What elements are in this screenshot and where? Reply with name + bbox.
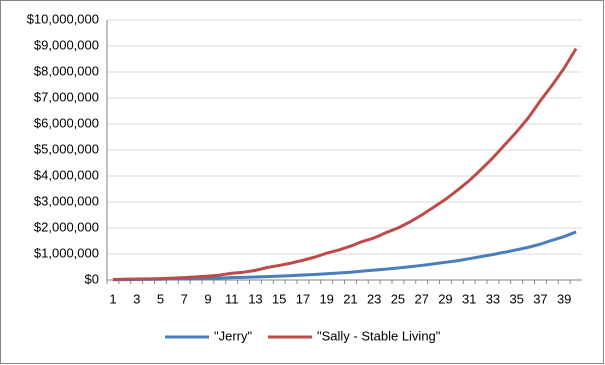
x-tick-label: 1 (109, 291, 116, 306)
x-tick-label: 33 (486, 291, 500, 306)
y-tick-label: $1,000,000 (34, 245, 99, 260)
x-tick-label: 15 (272, 291, 286, 306)
x-tick-label: 25 (391, 291, 405, 306)
y-tick-label: $0 (85, 271, 99, 286)
legend-label: "Sally - Stable Living" (317, 328, 441, 343)
y-tick-label: $10,000,000 (27, 11, 99, 26)
series-line (112, 47, 578, 281)
x-tick-label: 39 (557, 291, 571, 306)
x-tick-label: 13 (248, 291, 262, 306)
x-tick-label: 21 (343, 291, 357, 306)
x-tick-label: 37 (533, 291, 547, 306)
x-tick-label: 5 (157, 291, 164, 306)
y-tick-label: $8,000,000 (34, 63, 99, 78)
x-tick-label: 27 (414, 291, 428, 306)
x-tick-label: 9 (204, 291, 211, 306)
x-tick-label: 3 (133, 291, 140, 306)
x-tick-label: 31 (462, 291, 476, 306)
y-tick-label: $2,000,000 (34, 219, 99, 234)
x-tick-label: 17 (296, 291, 310, 306)
y-tick-label: $9,000,000 (34, 37, 99, 52)
x-tick-label: 7 (181, 291, 188, 306)
x-tick-label: 23 (367, 291, 381, 306)
y-tick-label: $5,000,000 (34, 141, 99, 156)
y-tick-label: $7,000,000 (34, 89, 99, 104)
legend-label: "Jerry" (214, 328, 253, 343)
y-tick-label: $4,000,000 (34, 167, 99, 182)
y-tick-label: $3,000,000 (34, 193, 99, 208)
y-tick-label: $6,000,000 (34, 115, 99, 130)
x-tick-label: 35 (509, 291, 523, 306)
x-tick-label: 29 (438, 291, 452, 306)
x-tick-label: 11 (225, 291, 239, 306)
x-tick-label: 19 (319, 291, 333, 306)
